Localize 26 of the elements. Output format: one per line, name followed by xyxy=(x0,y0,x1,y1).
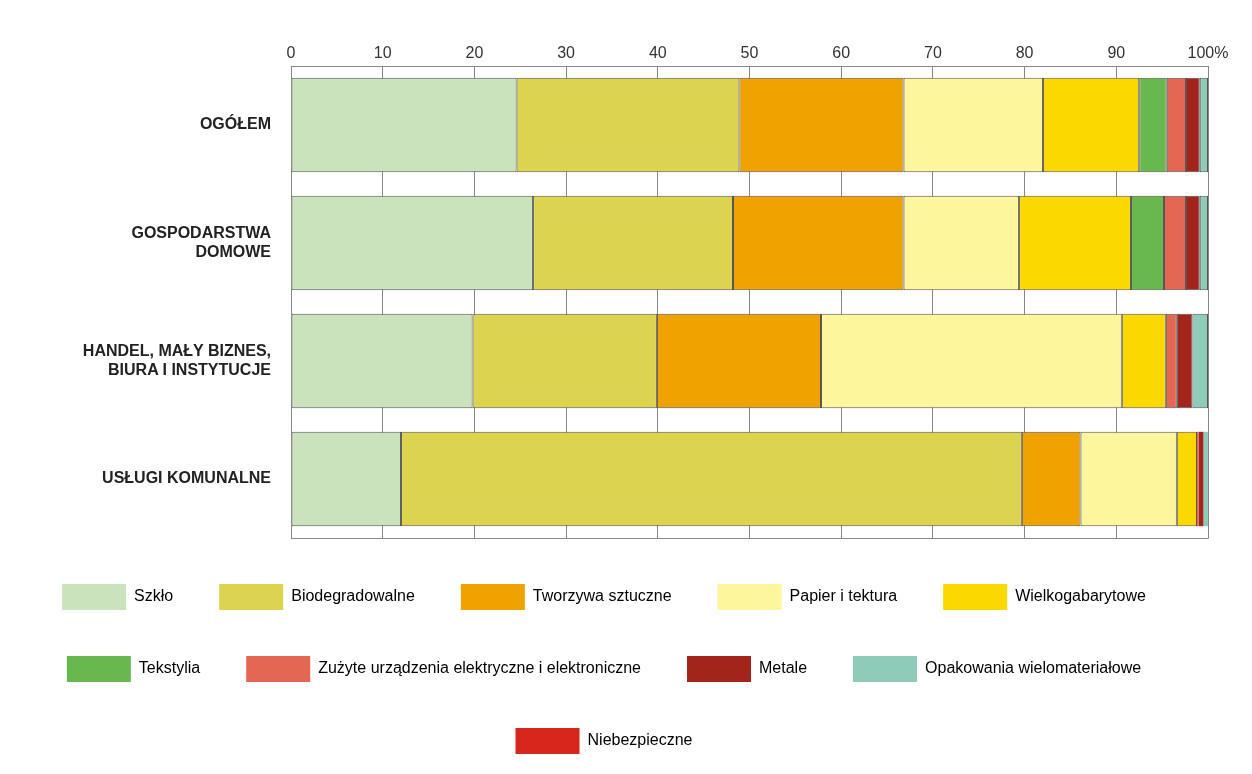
x-tick-label: 80 xyxy=(1015,43,1034,61)
legend-label: Niebezpieczne xyxy=(587,731,693,749)
x-tick-label: 10 xyxy=(373,43,392,61)
legend-label: Zużyte urządzenia elektryczne i elektroniczne xyxy=(318,659,642,677)
y-tick-label: USŁUGI KOMUNALNE xyxy=(102,469,272,487)
legend-label: Tworzywa sztuczne xyxy=(532,587,672,605)
x-tick-label: 100% xyxy=(1187,43,1229,61)
x-tick-label: 70 xyxy=(924,43,942,61)
x-tick-label: 40 xyxy=(648,43,667,61)
x-tick-label: 60 xyxy=(832,43,851,61)
x-tick-label: 30 xyxy=(557,43,576,61)
legend-label: Biodegradowalne xyxy=(291,587,415,605)
x-tick-label: 20 xyxy=(465,43,484,61)
legend-label: Opakowania wielomateriałowe xyxy=(925,659,1142,677)
legend-label: Tekstylia xyxy=(138,659,201,677)
x-tick-label: 90 xyxy=(1107,43,1126,61)
legend-label: Szkło xyxy=(134,587,174,605)
x-tick-label: 0 xyxy=(286,43,296,61)
legend-label: Papier i tektura xyxy=(789,587,898,605)
bar xyxy=(1203,431,1208,527)
y-tick-label: HANDEL, MAŁY BIZNES, BIURA I INSTYTUCJE xyxy=(82,341,272,379)
x-tick-label: 50 xyxy=(740,43,759,61)
legend-label: Metale xyxy=(759,659,808,677)
legend-label: Wielkogabarytowe xyxy=(1015,587,1147,605)
y-tick-label: GOSPODARSTWA DOMOWE xyxy=(131,223,272,261)
y-tick-label: OGÓŁEM xyxy=(199,114,271,133)
